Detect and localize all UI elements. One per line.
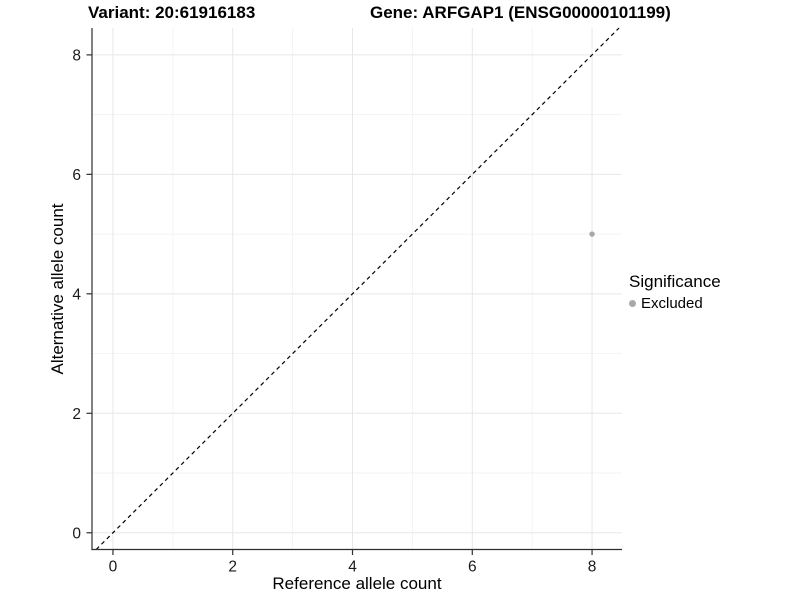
y-tick-label: 4 [72,286,81,303]
x-tick-label: 0 [109,559,118,576]
data-point [589,231,595,237]
y-tick-label: 6 [72,167,81,184]
y-tick-label: 8 [72,47,81,64]
y-axis-title: Alternative allele count [48,203,67,375]
legend-item-excluded: Excluded [629,295,721,312]
variant-title: Variant: 20:61916183 [88,3,256,22]
x-tick-label: 2 [228,559,237,576]
legend-key-dot [629,300,636,307]
x-tick-label: 4 [348,559,357,576]
x-tick-label: 6 [468,559,477,576]
legend-item-label: Excluded [641,295,703,312]
y-tick-label: 2 [72,406,81,423]
x-tick-label: 8 [588,559,597,576]
legend: Significance Excluded [629,272,721,312]
identity-dashed-line [95,27,620,550]
gene-title: Gene: ARFGAP1 (ENSG00000101199) [370,3,671,22]
y-tick-label: 0 [72,525,81,542]
x-axis-title: Reference allele count [272,574,442,593]
legend-title: Significance [629,272,721,291]
